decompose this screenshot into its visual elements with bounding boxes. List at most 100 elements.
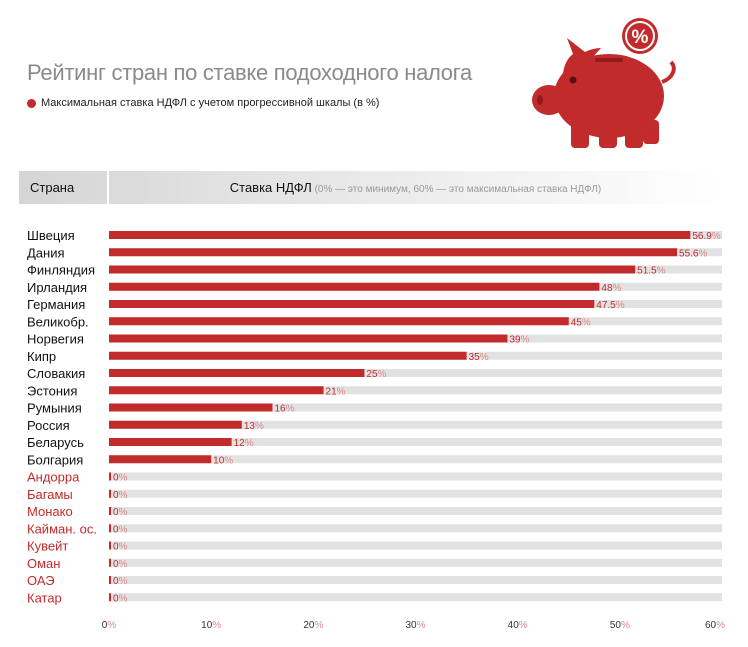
header-rate-note: (0% — это минимум, 60% — это максимальна… [311, 184, 602, 195]
value-unit: % [378, 369, 387, 380]
value-unit: % [337, 386, 346, 397]
x-tick-unit: % [314, 620, 323, 631]
bar [109, 593, 111, 602]
bar [109, 438, 232, 446]
value-label: 47.5% [596, 300, 624, 311]
bar-track [109, 403, 722, 412]
value-unit: % [119, 576, 128, 587]
bar [109, 403, 273, 412]
legend: Максимальная ставка НДФЛ с учетом прогре… [27, 97, 379, 109]
bar [109, 558, 111, 567]
value-label: 10% [213, 455, 233, 466]
country-label: Андорра [27, 470, 80, 485]
value-label: 39% [509, 335, 529, 346]
value-label: 0% [113, 542, 128, 553]
value-label: 25% [366, 369, 386, 380]
x-tick-unit: % [716, 620, 725, 631]
value-label: 0% [113, 593, 128, 604]
value-label: 12% [234, 438, 254, 449]
x-tick-label: 30% [405, 620, 425, 631]
bar [109, 576, 111, 584]
bar-track [109, 558, 722, 567]
x-tick-label: 40% [508, 620, 528, 631]
country-label: Швеция [27, 228, 75, 243]
value-unit: % [245, 438, 254, 449]
header-country: Страна [30, 180, 75, 195]
chart-title: Рейтинг стран по ставке подоходного нало… [27, 60, 472, 85]
value-unit: % [613, 283, 622, 294]
value-label: 55.6% [679, 248, 707, 259]
bar [109, 386, 324, 395]
country-label: Катар [27, 590, 62, 605]
value-label: 13% [244, 421, 264, 432]
country-label: Норвегия [27, 332, 84, 347]
bar [109, 455, 212, 464]
value-label: 0% [113, 576, 128, 587]
value-unit: % [119, 559, 128, 570]
value-unit: % [119, 542, 128, 553]
value-label: 0% [113, 524, 128, 535]
x-tick-unit: % [107, 620, 116, 631]
bar [109, 420, 242, 429]
value-label: 45% [571, 317, 591, 328]
bar-track [109, 524, 722, 533]
bar [109, 248, 678, 257]
bar-track [109, 455, 722, 464]
value-unit: % [521, 335, 530, 346]
country-label: Багамы [27, 487, 73, 502]
country-label: Великобр. [27, 314, 89, 329]
value-unit: % [712, 231, 721, 242]
value-label: 0% [113, 559, 128, 570]
bar-track [109, 472, 722, 481]
value-unit: % [119, 473, 128, 484]
table-header: Страна Ставка НДФЛ (0% — это минимум, 60… [19, 171, 722, 204]
country-label: Кайман. ос. [27, 521, 97, 536]
x-tick-label: 10% [201, 620, 221, 631]
bar-track [109, 420, 722, 429]
bar-track [109, 386, 722, 395]
bar [109, 369, 365, 377]
value-unit: % [119, 507, 128, 518]
value-label: 0% [113, 490, 128, 501]
value-unit: % [119, 490, 128, 501]
bar [109, 489, 111, 498]
value-label: 35% [469, 352, 489, 363]
country-label: Кипр [27, 349, 56, 364]
bar-track [109, 369, 722, 377]
value-unit: % [286, 404, 295, 415]
value-label: 21% [326, 386, 346, 397]
legend-label: Максимальная ставка НДФЛ с учетом прогре… [41, 97, 380, 109]
value-unit: % [582, 317, 591, 328]
country-label: Россия [27, 418, 70, 433]
value-unit: % [657, 266, 666, 277]
country-label: ОАЭ [27, 573, 55, 588]
bar [109, 541, 111, 550]
value-label: 16% [274, 404, 294, 415]
country-label: Румыния [27, 401, 82, 416]
x-tick-unit: % [621, 620, 630, 631]
bar [109, 265, 636, 274]
value-unit: % [480, 352, 489, 363]
country-label: Болгария [27, 452, 83, 467]
value-unit: % [224, 455, 233, 466]
bar [109, 507, 111, 515]
bar-track [109, 541, 722, 550]
value-unit: % [255, 421, 264, 432]
value-unit: % [616, 300, 625, 311]
country-label: Кувейт [27, 539, 68, 554]
country-label: Дания [27, 245, 65, 260]
bar-track [109, 507, 722, 515]
value-label: 51.5% [637, 266, 665, 277]
bar [109, 231, 691, 239]
country-label: Финляндия [27, 263, 95, 278]
header-separator [107, 171, 109, 204]
x-tick-label: 60% [705, 620, 725, 631]
value-label: 0% [113, 507, 128, 518]
country-label: Эстония [27, 383, 77, 398]
bar [109, 300, 595, 308]
bar [109, 334, 508, 343]
country-label: Беларусь [27, 435, 84, 450]
value-label: 56.9% [692, 231, 720, 242]
x-tick-unit: % [417, 620, 426, 631]
